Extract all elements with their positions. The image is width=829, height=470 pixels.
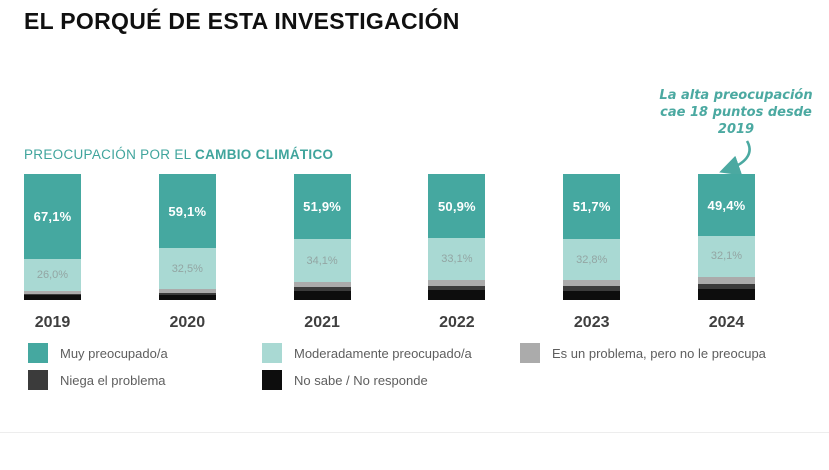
annotation-line: La alta preocupación xyxy=(659,88,813,103)
bar-segment: 34,1% xyxy=(293,239,351,283)
stacked-bar: 50,9% 33,1% xyxy=(428,174,486,300)
bar-value-label: 34,1% xyxy=(306,254,338,267)
bar-segment xyxy=(24,291,81,294)
year-label: 2023 xyxy=(573,314,610,331)
bar-segment: 51,9% xyxy=(293,174,351,240)
bar-segment xyxy=(24,293,81,296)
bar-segment xyxy=(158,294,216,300)
bar-value-label: 51,9% xyxy=(303,199,342,215)
bar-value-label: 59,1% xyxy=(168,203,207,219)
bar-value-label: 26,0% xyxy=(36,268,69,281)
bar-value-label: 67,1% xyxy=(33,208,72,224)
bar-column: 49,4% 32,1% 2024 xyxy=(697,174,755,336)
bar-segment xyxy=(428,279,486,286)
stacked-bar: 59,1% 32,5% xyxy=(158,174,216,300)
bar-segment xyxy=(563,285,621,291)
bar-value-label: 50,9% xyxy=(437,198,476,214)
bar-segment xyxy=(697,283,755,290)
stacked-bar: 49,4% 32,1% xyxy=(697,174,755,300)
bar-value-label: 32,5% xyxy=(171,262,203,275)
bar-segment: 32,1% xyxy=(697,236,755,277)
legend-item-no-sabe: No sabe / No responde xyxy=(262,370,428,390)
bar-value-label: 51,7% xyxy=(572,199,611,215)
legend-label: Niega el problema xyxy=(60,372,166,388)
bar-segment xyxy=(428,289,486,300)
bar-segment xyxy=(293,282,351,288)
annotation-callout: La alta preocupación cae 18 puntos desde… xyxy=(650,88,822,139)
bar-segment: 59,1% xyxy=(158,174,216,249)
bar-column: 51,7% 32,8% 2023 xyxy=(563,174,621,336)
legend-label: No sabe / No responde xyxy=(294,372,428,388)
bar-column: 51,9% 34,1% 2021 xyxy=(293,174,351,336)
year-label: 2022 xyxy=(439,314,475,331)
bar-column: 50,9% 33,1% 2022 xyxy=(428,174,486,336)
legend-item-problema-no-preocupa: Es un problema, pero no le preocupa xyxy=(520,343,766,363)
bar-value-label: 33,1% xyxy=(441,252,473,265)
stacked-bar: 67,1% 26,0% xyxy=(24,174,81,300)
bar-segment xyxy=(697,276,755,284)
legend-swatch-dark-gray xyxy=(28,370,48,390)
legend-swatch-black xyxy=(262,370,282,390)
bar-column: 67,1% 26,0% 2019 xyxy=(24,174,81,336)
legend-item-niega: Niega el problema xyxy=(28,370,166,390)
legend-item-moderadamente: Moderadamente preocupado/a xyxy=(262,343,472,363)
legend-label: Muy preocupado/a xyxy=(60,345,168,361)
bar-value-label: 49,4% xyxy=(707,197,746,213)
chart-subtitle-prefix: PREOCUPACIÓN POR EL xyxy=(24,147,196,162)
footer-logo-bar: fad Juventud CLICKOALA UCLM Universidad … xyxy=(0,432,829,470)
bar-segment: 33,1% xyxy=(428,238,486,280)
legend-label: Es un problema, pero no le preocupa xyxy=(552,345,766,361)
bar-segment xyxy=(24,295,81,300)
bar-segment xyxy=(293,291,351,300)
annotation-line: cae 18 puntos desde xyxy=(660,104,812,120)
curved-arrow-icon xyxy=(719,140,751,176)
stacked-bar: 51,9% 34,1% xyxy=(293,174,351,300)
bar-segment: 32,5% xyxy=(158,248,216,290)
bar-segment xyxy=(158,292,216,295)
year-label: 2020 xyxy=(169,314,206,331)
year-label: 2024 xyxy=(708,314,745,331)
bar-value-label: 32,1% xyxy=(710,250,743,263)
bar-segment: 26,0% xyxy=(24,258,81,292)
legend-item-muy-preocupado: Muy preocupado/a xyxy=(28,343,168,363)
bar-segment: 51,7% xyxy=(563,174,621,240)
bar-column: 59,1% 32,5% 2020 xyxy=(158,174,216,336)
bar-segment xyxy=(563,290,621,300)
legend-swatch-teal xyxy=(28,343,48,363)
bar-segment xyxy=(697,289,755,300)
legend-swatch-gray xyxy=(520,343,540,363)
chart-subtitle: PREOCUPACIÓN POR EL CAMBIO CLIMÁTICO xyxy=(24,147,333,162)
bar-segment xyxy=(563,280,621,286)
bar-segment xyxy=(293,287,351,292)
bar-value-label: 32,8% xyxy=(576,253,608,266)
stacked-bar: 51,7% 32,8% xyxy=(563,174,621,300)
bar-chart: 67,1% 26,0% 2019 59,1% 32,5% 2020 51,9% 34,1% 20… xyxy=(24,174,755,336)
year-label: 2021 xyxy=(304,314,340,331)
bar-segment xyxy=(158,289,216,293)
legend-swatch-light-teal xyxy=(262,343,282,363)
annotation-line: 2019 xyxy=(717,121,755,137)
bar-segment: 67,1% xyxy=(24,174,81,259)
bar-segment: 32,8% xyxy=(563,239,621,281)
year-label: 2019 xyxy=(34,314,71,331)
chart-subtitle-bold: CAMBIO CLIMÁTICO xyxy=(195,147,334,162)
page-title: EL PORQUÉ DE ESTA INVESTIGACIÓN xyxy=(24,8,460,34)
bar-segment xyxy=(428,285,486,290)
bar-segment: 50,9% xyxy=(428,174,486,239)
legend-label: Moderadamente preocupado/a xyxy=(294,345,472,361)
bar-segment: 49,4% xyxy=(697,174,755,237)
